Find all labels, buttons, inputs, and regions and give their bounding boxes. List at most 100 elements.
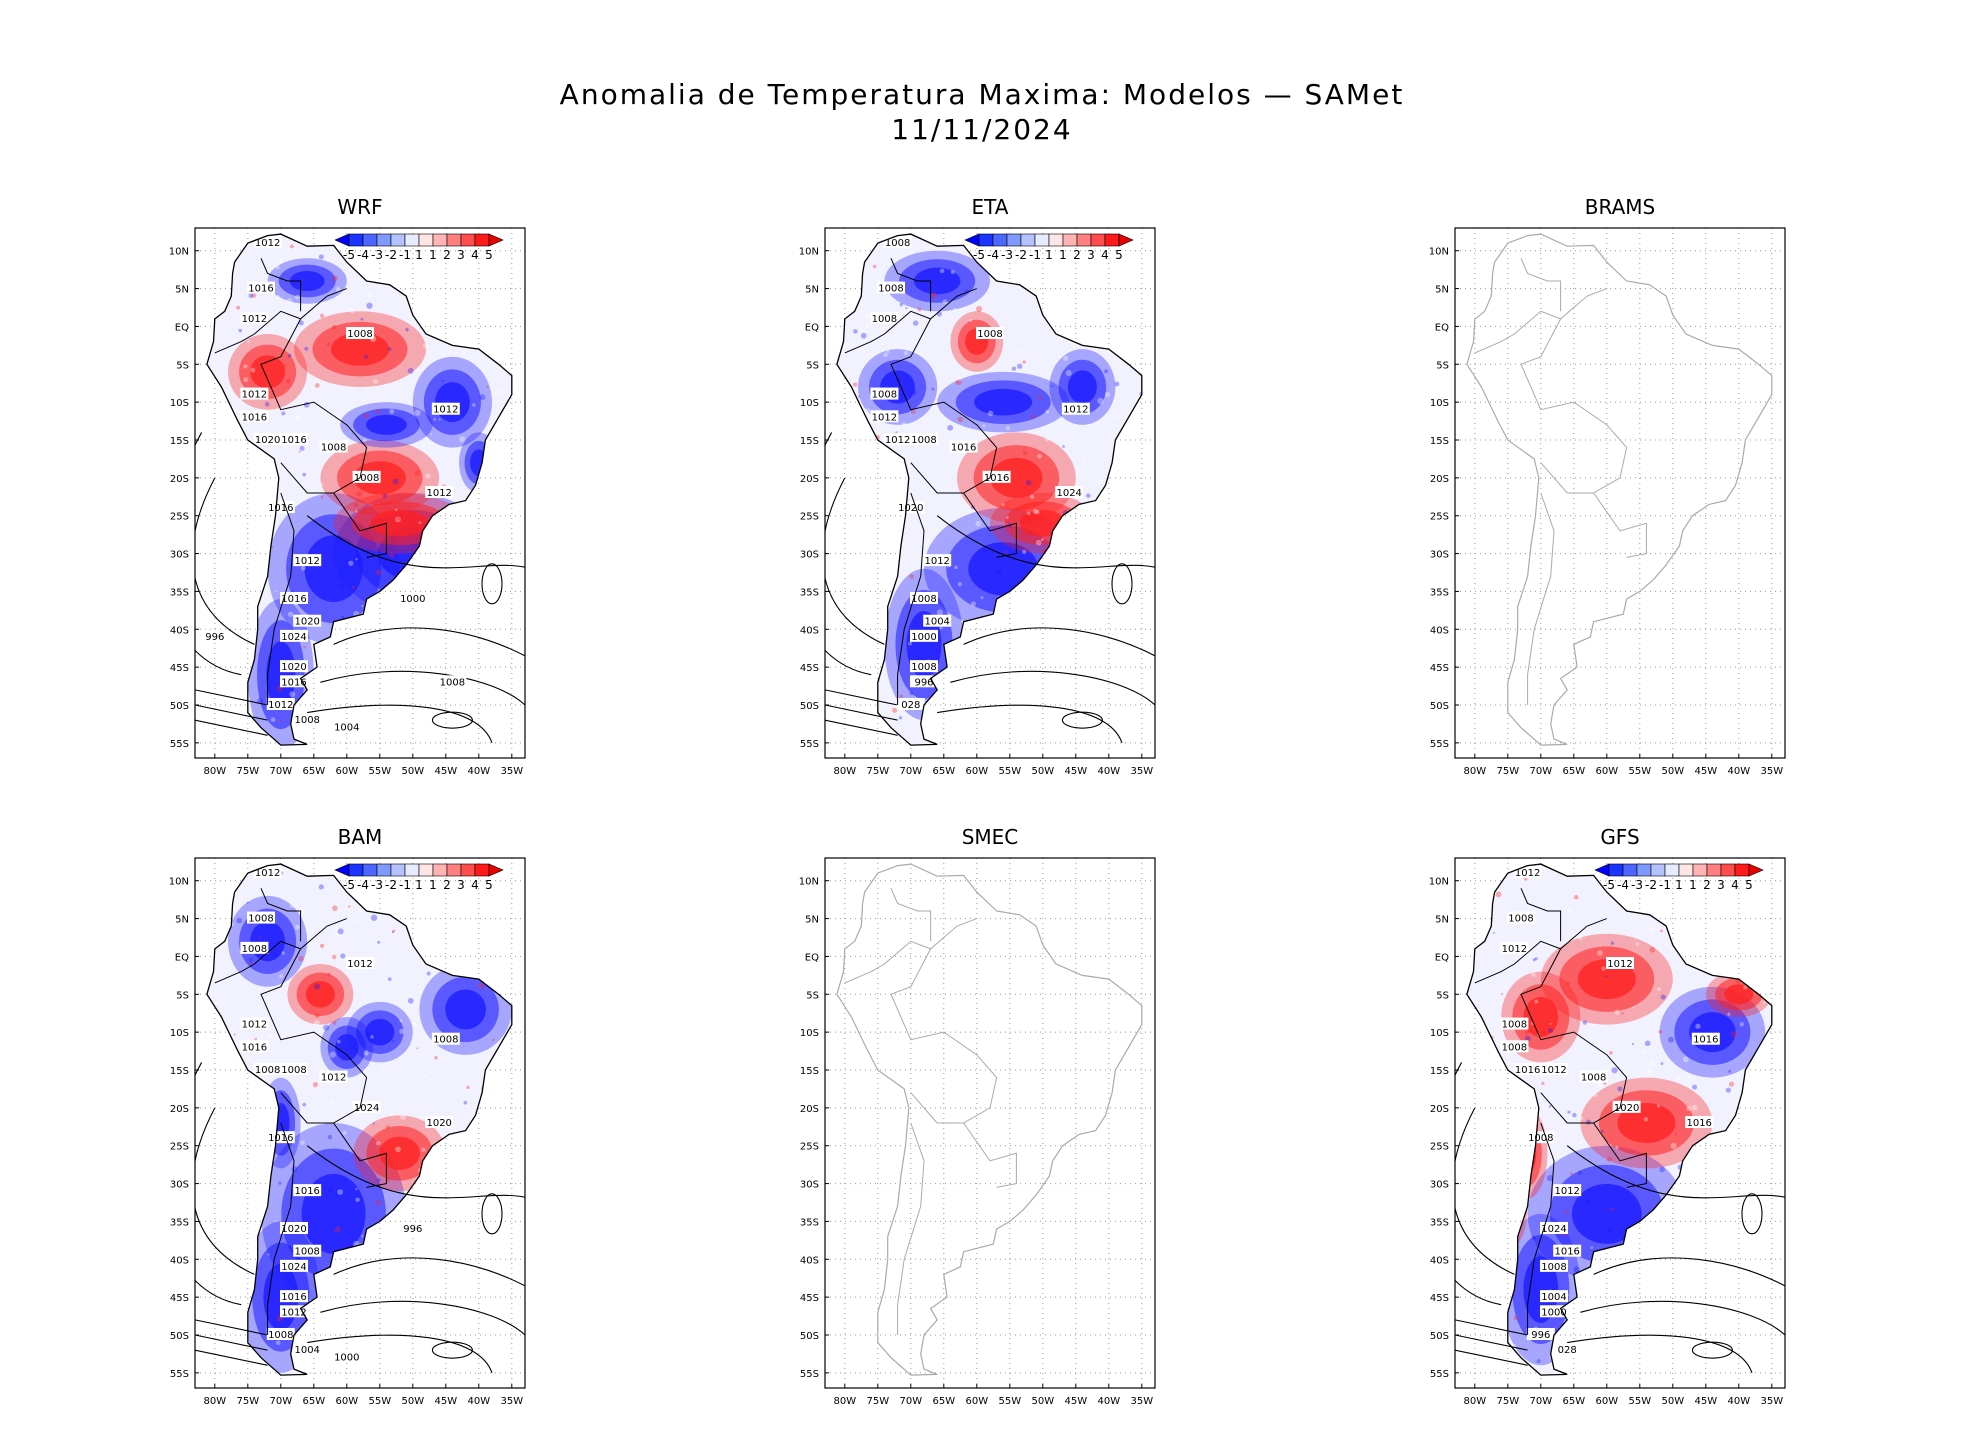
lat-tick-label: 15S bbox=[1430, 1066, 1449, 1077]
lat-tick-label: 10S bbox=[800, 398, 819, 409]
lat-tick-label: 15S bbox=[800, 436, 819, 447]
svg-text:996: 996 bbox=[205, 632, 224, 643]
svg-text:1008: 1008 bbox=[872, 314, 897, 325]
anomaly-speckle bbox=[970, 601, 977, 607]
anomaly-speckle bbox=[418, 521, 422, 525]
lon-tick-label: 45W bbox=[1694, 1396, 1717, 1407]
isobar bbox=[825, 719, 898, 736]
anomaly-speckle bbox=[1739, 1022, 1744, 1027]
anomaly-speckle bbox=[1578, 1139, 1584, 1145]
lat-tick-label: EQ bbox=[175, 952, 189, 963]
lat-tick-label: EQ bbox=[805, 952, 819, 963]
svg-text:1012: 1012 bbox=[872, 412, 897, 423]
lon-tick-label: 65W bbox=[1562, 1396, 1585, 1407]
lon-tick-label: 70W bbox=[1529, 766, 1552, 777]
isobar-label: 1008 bbox=[319, 440, 348, 454]
anomaly-speckle bbox=[332, 1021, 337, 1025]
lat-tick-label: 5N bbox=[175, 285, 189, 296]
svg-text:1000: 1000 bbox=[1541, 1307, 1566, 1318]
colorbar: -5 -4 -3 -2 -1 1 1 2 3 4 5 bbox=[964, 233, 1134, 262]
coastline bbox=[206, 863, 513, 1376]
anomaly-speckle bbox=[1534, 999, 1539, 1004]
svg-text:1000: 1000 bbox=[334, 1353, 359, 1364]
anomaly-speckle bbox=[1031, 414, 1036, 419]
isobar bbox=[195, 704, 268, 721]
anomaly-speckle bbox=[282, 364, 287, 368]
lat-tick-label: 55S bbox=[800, 739, 819, 750]
isobar-label: 996 bbox=[200, 629, 229, 643]
lon-tick-label: 75W bbox=[236, 766, 259, 777]
panel-bam: BAM 1012 1008 1008 1012 1016 1008 1012 1008 1008… bbox=[120, 825, 600, 1425]
anomaly-speckle bbox=[1022, 450, 1028, 456]
anomaly-speckle bbox=[1524, 1030, 1530, 1036]
anomaly-speckle bbox=[1581, 1043, 1584, 1046]
anomaly-speckle bbox=[1551, 887, 1555, 891]
lon-tick-label: 60W bbox=[965, 766, 988, 777]
lat-tick-label: 55S bbox=[1430, 1369, 1449, 1380]
anomaly-speckle bbox=[1615, 1145, 1619, 1150]
isobar-label: 1020 bbox=[280, 1222, 308, 1235]
anomaly-speckle bbox=[307, 1290, 310, 1293]
lon-tick-label: 50W bbox=[1031, 766, 1054, 777]
svg-text:1012: 1012 bbox=[1541, 1065, 1566, 1076]
lat-tick-label: 25S bbox=[1430, 1142, 1449, 1153]
colorbar-swatch bbox=[1636, 863, 1652, 877]
svg-text:1008: 1008 bbox=[354, 473, 379, 484]
anomaly-speckle bbox=[426, 971, 431, 976]
anomaly-speckle bbox=[387, 347, 392, 351]
anomaly-speckle bbox=[236, 305, 241, 310]
isobar bbox=[481, 563, 503, 605]
colorbar-swatch bbox=[1034, 233, 1050, 247]
lat-tick-label: 35S bbox=[1430, 587, 1449, 598]
anomaly-speckle bbox=[947, 424, 954, 431]
lon-tick-label: 75W bbox=[1496, 1396, 1519, 1407]
colorbar-label: 4 bbox=[471, 878, 479, 892]
anomaly-speckle bbox=[1567, 1110, 1571, 1114]
anomaly-speckle bbox=[903, 350, 909, 356]
colorbar-swatch bbox=[1006, 233, 1022, 247]
colorbar-label: -3 bbox=[371, 248, 383, 262]
colorbar-arrow-right bbox=[1748, 863, 1764, 877]
country-border bbox=[333, 492, 387, 558]
anomaly-speckle bbox=[1675, 1075, 1682, 1081]
isobar-label: 1016 bbox=[240, 1040, 269, 1053]
isobar-label: 1004 bbox=[1540, 1290, 1568, 1303]
isobar bbox=[1455, 1334, 1528, 1351]
svg-text:1000: 1000 bbox=[400, 594, 425, 605]
anomaly-speckle bbox=[1728, 1069, 1732, 1073]
anomaly-speckle bbox=[1649, 947, 1656, 953]
anomaly-speckle bbox=[901, 452, 905, 457]
lat-tick-label: 35S bbox=[1430, 1217, 1449, 1228]
svg-text:1008: 1008 bbox=[248, 914, 273, 925]
anomaly-speckle bbox=[1635, 925, 1641, 931]
isobar-label: 1008 bbox=[240, 941, 269, 955]
isobar bbox=[963, 627, 1155, 657]
country-border bbox=[1593, 1122, 1647, 1188]
svg-text:1012: 1012 bbox=[1607, 959, 1632, 970]
isobar-label: 1012 bbox=[1553, 1184, 1582, 1197]
svg-text:1000: 1000 bbox=[911, 632, 936, 643]
coastline bbox=[836, 863, 1143, 1376]
lon-tick-label: 45W bbox=[1694, 766, 1717, 777]
panel-title: WRF bbox=[337, 195, 383, 219]
lat-tick-label: 40S bbox=[800, 625, 819, 636]
lat-tick-label: 30S bbox=[1430, 1180, 1449, 1191]
anomaly-speckle bbox=[370, 1035, 374, 1039]
anomaly-speckle bbox=[886, 349, 890, 354]
lat-tick-label: 45S bbox=[800, 1293, 819, 1304]
anomaly-speckle bbox=[314, 983, 321, 990]
svg-text:1016: 1016 bbox=[268, 503, 293, 514]
anomaly-blob bbox=[305, 980, 335, 1008]
anomaly-speckle bbox=[981, 549, 987, 555]
anomaly-speckle bbox=[1007, 320, 1011, 324]
lat-tick-label: 30S bbox=[170, 1180, 189, 1191]
anomaly-speckle bbox=[1682, 1056, 1689, 1063]
svg-text:1012: 1012 bbox=[242, 1020, 267, 1031]
lat-tick-label: 5N bbox=[175, 915, 189, 926]
svg-text:1024: 1024 bbox=[354, 1103, 379, 1114]
anomaly-speckle bbox=[1023, 533, 1027, 537]
isobar-label: 1012 bbox=[883, 433, 912, 446]
svg-text:1016: 1016 bbox=[281, 677, 306, 688]
anomaly-speckle bbox=[352, 918, 358, 924]
lat-tick-label: 45S bbox=[170, 663, 189, 674]
